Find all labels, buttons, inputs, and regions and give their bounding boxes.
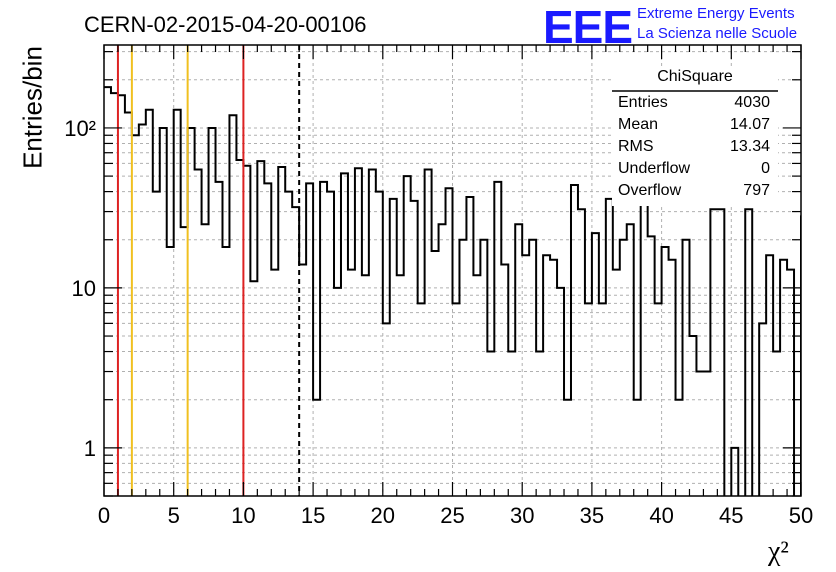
x-tick-label: 35 [580,503,604,528]
x-tick-label: 15 [301,503,325,528]
x-tick-label: 20 [371,503,395,528]
logo-line-1: Extreme Energy Events [637,5,795,22]
stats-value: 13.34 [729,138,770,155]
logo-line-2: La Scienza nelle Scuole [637,25,798,42]
histogram-series [104,86,801,496]
stats-box-title: ChiSquare [657,68,733,85]
stats-row-overflow: Overflow 797 [618,182,770,200]
x-tick-label: 25 [440,503,464,528]
x-tick-label: 45 [719,503,743,528]
stats-value: 14.07 [729,116,770,133]
stats-label: Underflow [618,160,691,177]
stats-value: 4030 [734,94,770,111]
stats-label: Mean [618,116,659,133]
x-tick-label: 0 [98,503,110,528]
chart-title: CERN-02-2015-04-20-00106 [84,12,367,37]
stats-value: 0 [761,160,770,177]
x-tick-label: 30 [510,503,534,528]
stats-row-rms: RMS 13.34 [618,138,770,156]
stats-label: Entries [618,94,668,111]
stats-label: Overflow [618,182,682,199]
stats-box [612,66,778,206]
stats-value: 797 [743,182,770,199]
x-ticks [103,45,802,496]
y-axis-label: Entries/bin [17,46,48,169]
eee-logo: EEE [543,1,633,53]
y-tick-label: 10² [64,116,96,141]
x-tick-label: 50 [789,503,813,528]
y-tick-label: 1 [84,436,96,461]
stats-label: RMS [618,138,654,155]
y-tick-label: 10 [72,276,96,301]
stats-row-underflow: Underflow 0 [618,160,770,178]
stats-row-entries: Entries 4030 [618,94,770,112]
y-ticks [104,51,801,497]
x-tick-label: 40 [649,503,673,528]
x-tick-label: 5 [168,503,180,528]
x-tick-label: 10 [231,503,255,528]
stats-row-mean: Mean 14.07 [618,116,770,134]
x-axis-label: χ² [768,536,789,567]
